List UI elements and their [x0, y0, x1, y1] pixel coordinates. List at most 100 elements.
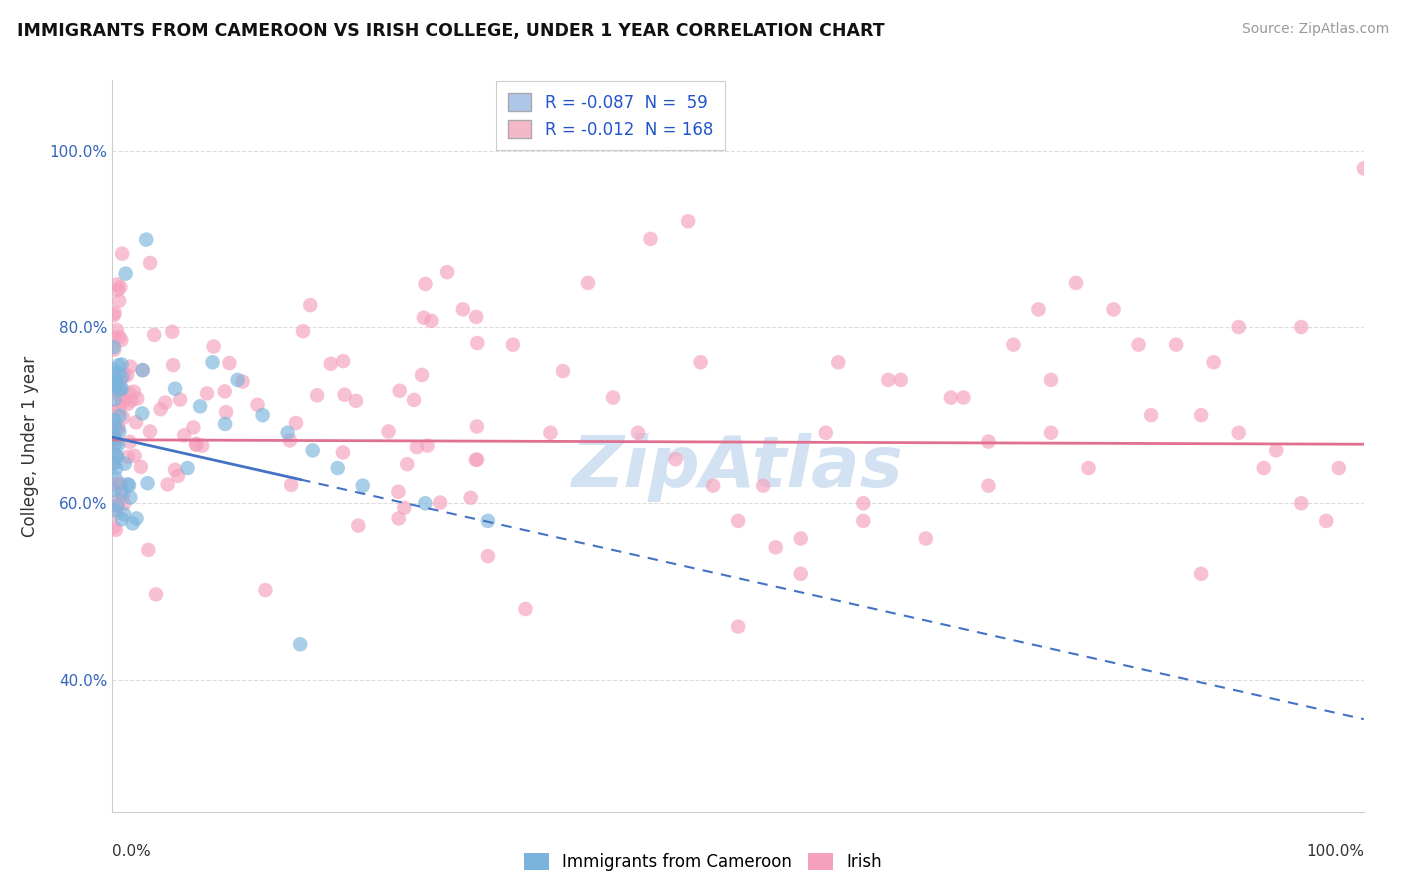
Point: [852, 496, 875, 510]
Point: [301, 443, 323, 458]
Point: [186, 438, 208, 452]
Point: [110, 333, 132, 347]
Point: [105, 450, 128, 464]
Text: 0.0%: 0.0%: [112, 844, 152, 859]
Point: [107, 437, 129, 451]
Point: [1253, 461, 1275, 475]
Point: [195, 386, 218, 401]
Point: [1128, 337, 1150, 351]
Point: [852, 514, 875, 528]
Point: [114, 267, 136, 281]
Point: [117, 450, 139, 464]
Point: [277, 425, 299, 440]
Point: [143, 327, 166, 342]
Point: [252, 408, 274, 422]
Point: [112, 410, 135, 425]
Point: [576, 276, 599, 290]
Point: [103, 456, 125, 470]
Point: [226, 373, 249, 387]
Point: [215, 405, 238, 419]
Point: [299, 298, 322, 312]
Point: [326, 461, 349, 475]
Point: [124, 449, 146, 463]
Point: [377, 425, 399, 439]
Point: [1189, 566, 1212, 581]
Point: [107, 420, 129, 434]
Point: [105, 476, 128, 491]
Point: [352, 478, 374, 492]
Point: [103, 308, 125, 322]
Point: [347, 518, 370, 533]
Point: [1315, 514, 1337, 528]
Point: [120, 491, 142, 505]
Point: [202, 339, 225, 353]
Point: [104, 436, 127, 450]
Point: [1140, 408, 1163, 422]
Point: [939, 391, 962, 405]
Point: [290, 637, 312, 651]
Point: [201, 355, 224, 369]
Point: [1327, 461, 1350, 475]
Point: [254, 583, 277, 598]
Point: [153, 395, 176, 409]
Point: [1102, 302, 1125, 317]
Point: [915, 532, 938, 546]
Point: [110, 280, 132, 294]
Point: [145, 587, 167, 601]
Point: [412, 310, 434, 325]
Point: [460, 491, 482, 505]
Point: [977, 478, 1000, 492]
Point: [111, 358, 134, 372]
Point: [1077, 461, 1099, 475]
Point: [103, 413, 125, 427]
Point: [110, 485, 132, 500]
Point: [877, 373, 900, 387]
Point: [790, 532, 813, 546]
Point: [107, 358, 129, 372]
Point: [104, 306, 127, 320]
Point: [135, 233, 157, 247]
Point: [103, 421, 125, 435]
Point: [108, 330, 131, 344]
Point: [105, 385, 128, 400]
Point: [108, 293, 131, 308]
Point: [416, 439, 439, 453]
Point: [104, 378, 127, 392]
Point: [184, 437, 207, 451]
Point: [156, 477, 179, 491]
Point: [103, 429, 125, 443]
Point: [752, 478, 775, 492]
Point: [104, 425, 127, 439]
Point: [108, 375, 131, 389]
Point: [105, 277, 128, 292]
Text: IMMIGRANTS FROM CAMEROON VS IRISH COLLEGE, UNDER 1 YEAR CORRELATION CHART: IMMIGRANTS FROM CAMEROON VS IRISH COLLEG…: [17, 22, 884, 40]
Point: [702, 478, 724, 492]
Legend: R = -0.087  N =  59, R = -0.012  N = 168: R = -0.087 N = 59, R = -0.012 N = 168: [496, 81, 724, 150]
Point: [103, 457, 125, 471]
Point: [1039, 425, 1063, 440]
Point: [464, 452, 486, 467]
Point: [103, 520, 125, 534]
Point: [218, 356, 240, 370]
Point: [280, 478, 302, 492]
Point: [169, 392, 191, 407]
Point: [120, 359, 142, 374]
Point: [111, 395, 134, 409]
Point: [1189, 408, 1212, 422]
Point: [111, 246, 134, 260]
Point: [765, 541, 787, 555]
Point: [108, 409, 131, 423]
Point: [107, 366, 129, 380]
Point: [333, 387, 356, 401]
Point: [118, 385, 141, 400]
Point: [163, 463, 186, 477]
Point: [465, 452, 488, 467]
Point: [125, 415, 148, 429]
Point: [107, 420, 129, 434]
Point: [103, 430, 125, 444]
Point: [406, 440, 429, 454]
Point: [121, 393, 143, 408]
Point: [117, 397, 139, 411]
Point: [413, 496, 436, 510]
Point: [411, 368, 433, 382]
